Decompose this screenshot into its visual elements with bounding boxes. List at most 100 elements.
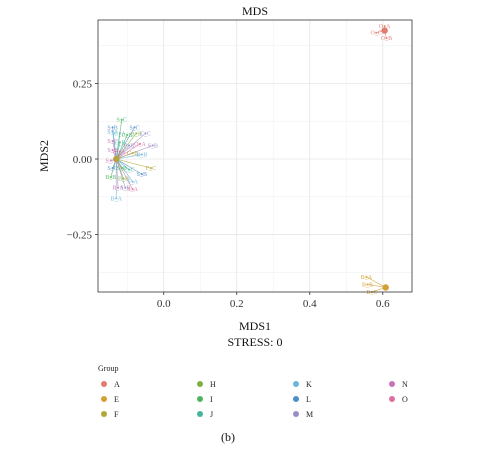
legend-label: M [306,410,313,419]
y-tick-label: −0.25 [67,230,93,242]
data-point [135,132,138,135]
legend-label: E [114,395,119,404]
x-tick-label: 0.0 [157,298,171,310]
data-point [127,144,131,147]
point-label: O_A [379,24,391,30]
legend-label: A [114,380,120,389]
data-point [111,148,114,152]
point-label: S_A [107,130,118,136]
legend: AEF HIJ KLM NO [101,380,408,419]
data-point [120,166,123,170]
legend-swatch [197,411,203,417]
spider-segment [116,158,152,169]
point-label: S_C [129,125,139,131]
legend-label: L [306,395,311,404]
point-label: O_B [381,36,392,42]
legend-swatch [389,396,395,402]
legend-swatch [293,411,299,417]
point-label: S_A [127,187,138,193]
legend-swatch [293,381,299,387]
point-label: C_C [140,131,151,137]
point-label: B_C [366,290,377,296]
legend-title: Group [98,364,118,373]
chart-title: MDS [242,4,268,18]
x-tick-label: 0.6 [376,298,390,310]
centroid-point [382,284,389,291]
legend-label: F [114,410,119,419]
point-label: S_C [117,118,127,124]
data-point [133,126,136,129]
point-label: C_B [122,133,133,139]
legend-swatch [101,381,107,387]
legend-label: N [402,380,408,389]
spider-segment [115,158,126,188]
point-label: S_A [127,180,138,186]
point-label: S_B [107,148,117,154]
point-label: S_B [117,166,127,172]
spider-segment [116,133,146,160]
legend-label: K [306,380,312,389]
point-label: P_B [124,143,134,149]
point-label: C_B [127,151,138,157]
data-point [151,144,154,147]
data-point [111,126,114,129]
spider-segment [116,143,141,160]
data-point [366,283,369,286]
panel-label: (b) [221,430,235,444]
x-tick-label: 0.2 [230,298,244,310]
point-label: S_C [107,139,117,145]
point-label: S_B [148,143,158,149]
point-label: B_A [361,275,373,281]
point-label: S_A [105,159,116,165]
point-label: S_B [137,172,147,178]
legend-label: J [210,410,213,419]
data-point [149,166,153,170]
point-label: S_A [115,149,126,155]
data-point [140,153,143,156]
point-label: B_A [112,186,124,192]
spider-segment [115,127,135,160]
data-point [122,177,125,180]
data-point [383,24,386,28]
point-label: O_C [371,31,382,37]
spider-segment [116,154,142,160]
legend-swatch [197,396,203,402]
data-point [131,151,134,155]
plot-frame [97,19,413,293]
grid-lines [98,20,412,292]
data-point [140,173,143,176]
x-axis: 0.0 0.2 0.4 0.6 [157,292,390,310]
point-label: C_C [124,168,135,174]
legend-label: H [210,380,216,389]
point-label: C_B [114,140,125,146]
data-point [138,142,142,146]
stress-subtitle: STRESS: 0 [227,335,282,349]
data-point [115,197,118,200]
centroid-point [113,155,120,163]
spider-segment [115,158,133,182]
point-label: S_B [107,125,117,131]
data-point [116,186,120,189]
y-axis-title: MDS2 [37,140,51,172]
data-point [118,150,122,153]
point-label: A_B [131,131,142,137]
point-label: S_B [120,186,130,192]
data-point [109,159,112,162]
data-point [131,188,134,191]
spider-segment [116,158,142,175]
data-point [127,168,131,171]
data-point [365,275,368,278]
data-point [111,166,114,170]
y-axis: 0.25 0.00 −0.25 [67,78,98,242]
point-label: B_B [362,282,373,288]
data-point [124,186,127,189]
legend-swatch [101,396,107,402]
spider-segment [366,276,386,288]
y-tick-label: 0.00 [73,154,93,166]
legend-swatch [389,381,395,387]
point-labels: O_AO_CO_BB_AB_BB_CS_CS_B S_CS_AC_AC_BA_BC… [105,24,392,296]
point-label: F_C [146,166,156,172]
data-point [118,132,122,135]
point-label: B_A [111,196,123,202]
